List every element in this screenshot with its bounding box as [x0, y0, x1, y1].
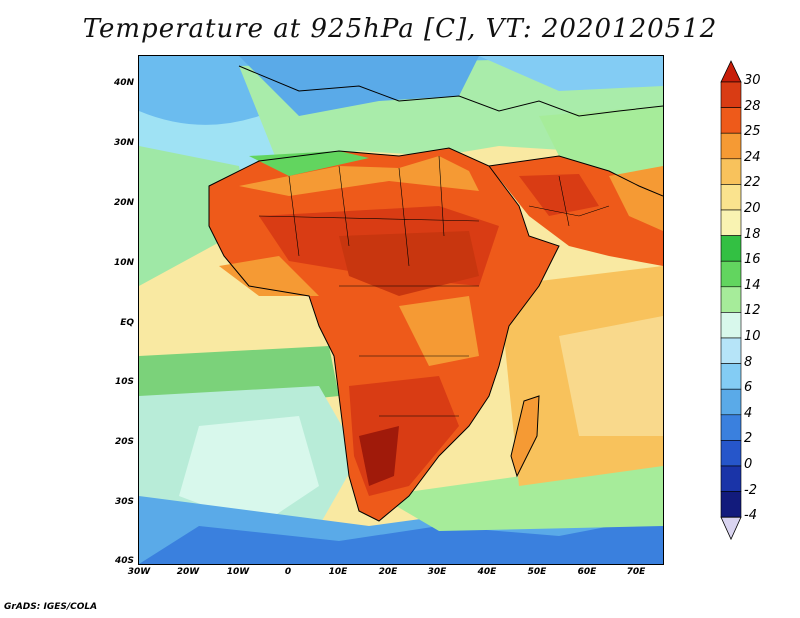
colorbar-tick-label: 18: [744, 226, 761, 242]
colorbar-tick-label: 0: [744, 457, 753, 472]
country-borders: [258, 155, 480, 417]
colorbar-tick-label: -4: [744, 508, 757, 524]
europe-coastline: [238, 65, 663, 117]
lon-tick-label: 10W: [226, 567, 250, 577]
colorbar-segment: [720, 158, 742, 185]
indian-ocean-pale: [559, 316, 663, 436]
colorbar-tick-label: 22: [744, 175, 761, 191]
colorbar-tick-label: 14: [744, 277, 761, 293]
lat-tick-label: 30N: [113, 138, 134, 148]
colorbar-tick-label: 28: [744, 98, 761, 114]
colorbar-segment: [720, 81, 742, 108]
lon-tick-label: 30E: [427, 567, 447, 577]
southern-ocean-cold: [139, 516, 663, 564]
lat-tick-label: 10S: [114, 377, 134, 387]
lat-tick-label: 20S: [114, 437, 134, 447]
africa-coastline: [208, 147, 560, 522]
colorbar-bottom-arrow: [720, 516, 742, 541]
colorbar-tick-label: 24: [744, 149, 761, 165]
colorbar-tick-label: 4: [744, 405, 753, 421]
west-coast-warm: [219, 256, 319, 296]
colorbar-segment: [720, 235, 742, 262]
lon-tick-label: 60E: [577, 567, 597, 577]
colorbar-tick-label: -2: [744, 482, 757, 498]
kalahari-hottest: [359, 426, 399, 486]
map-panel: [138, 55, 664, 565]
arabia-coastline: [488, 155, 663, 197]
colorbar-tick-label: 20: [744, 201, 761, 216]
colorbar-tick-label: 12: [744, 303, 761, 319]
colorbar-tick-label: 8: [744, 354, 753, 370]
lat-tick-label: 20N: [113, 198, 134, 208]
colorbar-tick-label: 6: [744, 380, 753, 396]
colorbar-segment: [720, 337, 742, 364]
colorbar-segment: [720, 209, 742, 236]
colorbar-segment: [720, 388, 742, 416]
lon-tick-label: 10E: [328, 567, 348, 577]
equatorial-atlantic: [139, 246, 249, 356]
lat-tick-label: 40N: [113, 78, 134, 88]
lat-tick-label: 40S: [114, 556, 134, 566]
arabia-borders: [528, 175, 610, 227]
colorbar-segment: [720, 491, 742, 518]
colorbar-segment: [720, 440, 742, 467]
map-title: Temperature at 925hPa [C], VT: 202012051…: [82, 14, 718, 44]
colorbar-segment: [720, 132, 742, 160]
lon-tick-label: 40E: [477, 567, 497, 577]
colorbar-segment: [720, 312, 742, 339]
colorbar-segment: [720, 363, 742, 390]
madagascar: [510, 395, 540, 478]
colorbar-tick-label: 10: [744, 329, 761, 344]
lon-tick-label: 20W: [176, 567, 200, 577]
lon-tick-label: 70E: [626, 567, 646, 577]
lon-tick-label: 50E: [527, 567, 547, 577]
lon-tick-label: 30W: [127, 567, 151, 577]
lon-tick-label: 20E: [378, 567, 398, 577]
lat-tick-label: EQ: [120, 318, 134, 328]
north-africa-warm: [239, 156, 479, 196]
colorbar-tick-label: 2: [744, 431, 753, 447]
colorbar-segment: [720, 286, 742, 313]
lat-tick-label: 30S: [114, 497, 134, 507]
iran-warm: [609, 166, 663, 231]
colorbar-segment: [720, 260, 742, 288]
maghreb-green: [249, 151, 369, 176]
asia-minor-cool: [479, 56, 663, 91]
south-atlantic-pale: [179, 416, 319, 526]
colorbar-tick-label: 25: [744, 124, 761, 140]
colorbar-segment: [720, 465, 742, 492]
colorbar-segment: [720, 107, 742, 134]
arabia-hot: [519, 174, 599, 216]
colorbar-segment: [720, 414, 742, 441]
colorbar-tick-label: 30: [744, 73, 761, 88]
colorbar-top-arrow: [720, 60, 742, 83]
lat-tick-label: 10N: [113, 258, 134, 268]
grads-credit: GrADS: IGES/COLA: [4, 602, 98, 612]
colorbar-segment: [720, 184, 742, 211]
colorbar: [720, 60, 742, 541]
lon-tick-label: 0: [284, 567, 292, 577]
temperature-map: [139, 56, 663, 564]
central-plateau-warm: [399, 296, 479, 366]
colorbar-tick-label: 16: [744, 252, 761, 268]
